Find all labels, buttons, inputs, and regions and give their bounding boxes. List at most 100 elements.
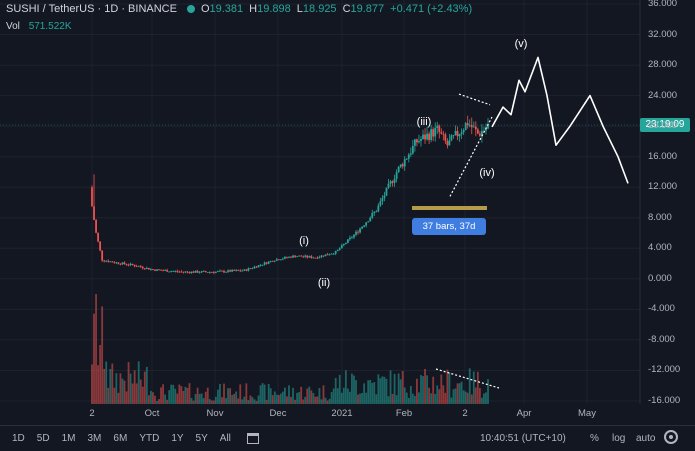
volume-bar <box>133 370 136 404</box>
price-axis-tick-label: -8.000 <box>648 333 675 345</box>
volume-bar <box>367 380 370 404</box>
log-scale-toggle[interactable]: log <box>612 433 626 444</box>
candle-body <box>184 271 187 273</box>
price-axis-tick-label: 32.000 <box>648 28 678 40</box>
timeframe-6m-button[interactable]: 6M <box>113 433 128 444</box>
volume-bar <box>474 387 477 404</box>
volume-bar <box>361 393 363 404</box>
volume-bar <box>387 396 390 404</box>
timeframe-all-button[interactable]: All <box>219 433 231 444</box>
volume-bar <box>115 373 118 404</box>
candle-body <box>393 178 396 183</box>
candle-body <box>365 222 368 226</box>
volume-bar <box>462 390 465 404</box>
volume-bar <box>292 387 294 404</box>
candle-body <box>470 124 473 128</box>
candle-body <box>361 226 363 229</box>
candle-body <box>330 253 333 255</box>
volume-bar <box>206 387 209 404</box>
timeframe-1d-button[interactable]: 1D <box>12 433 25 444</box>
price-axis-tick-label: 20.000 <box>648 120 678 132</box>
gear-icon[interactable] <box>664 430 678 444</box>
volume-bar <box>442 385 445 404</box>
percent-scale-toggle[interactable]: % <box>590 433 599 444</box>
close-value: 19.877 <box>350 3 385 15</box>
candle-body <box>117 262 120 264</box>
volume-bar <box>401 370 404 404</box>
symbol-label[interactable]: SUSHI / TetherUS · 1D · BINANCE <box>6 3 177 15</box>
volume-bar <box>432 376 435 404</box>
time-axis-tick-label: Nov <box>206 408 224 419</box>
candle-body <box>326 254 329 256</box>
candle-body <box>312 257 315 259</box>
candle-body <box>196 270 199 273</box>
wave-label: (i) <box>299 235 309 247</box>
candle-body <box>298 255 301 257</box>
timeframe-5y-button[interactable]: 5Y <box>195 433 208 444</box>
volume-bar <box>383 376 386 404</box>
price-axis-tick-label: 12.000 <box>648 181 678 193</box>
volume-bar <box>460 381 463 404</box>
timeframe-5d-button[interactable]: 5D <box>36 433 50 444</box>
candle-body <box>355 231 357 235</box>
candle-body <box>123 262 126 265</box>
candle-body <box>432 129 435 137</box>
timeframe-1y-button[interactable]: 1Y <box>171 433 184 444</box>
auto-scale-toggle[interactable]: auto <box>636 433 656 444</box>
candle-body <box>200 271 203 273</box>
volume-bar <box>223 383 225 404</box>
timeframe-ytd-button[interactable]: YTD <box>139 433 160 444</box>
volume-bar <box>186 388 189 404</box>
volume-bar <box>434 393 437 404</box>
volume-bar <box>472 371 475 404</box>
volume-bar <box>168 390 171 404</box>
volume-bar <box>204 391 207 404</box>
volume-bar <box>478 388 481 404</box>
candle-body <box>422 134 424 140</box>
volume-bar <box>312 392 315 404</box>
candle-body <box>182 271 185 273</box>
volume-bar <box>217 389 219 404</box>
volume-bar <box>450 397 453 404</box>
volume-bar <box>326 400 329 404</box>
candle-body <box>420 139 422 142</box>
change-value: +0.471 (+2.43%) <box>390 3 473 15</box>
volume-bar <box>487 379 489 404</box>
candle-body <box>131 263 134 265</box>
candle-body <box>109 261 112 263</box>
candle-body <box>229 270 231 272</box>
candle-body <box>389 181 392 184</box>
clock-timezone[interactable]: 10:40:51 (UTC+10) <box>480 433 566 444</box>
candle-body <box>192 271 195 273</box>
price-axis-tick-label: 8.000 <box>648 211 672 223</box>
volume-bar <box>263 384 266 404</box>
volume-bar <box>328 398 331 404</box>
volume-bar <box>196 387 199 404</box>
timeframe-1m-button[interactable]: 1M <box>61 433 76 444</box>
candle-body <box>198 272 201 274</box>
timeframe-3m-button[interactable]: 3M <box>87 433 102 444</box>
candle-body <box>338 248 341 250</box>
volume-bar <box>359 393 361 404</box>
candle-body <box>275 259 278 261</box>
calendar-icon[interactable] <box>246 433 259 444</box>
candle-body <box>204 271 207 273</box>
candle-body <box>359 228 361 233</box>
candle-body <box>485 128 487 131</box>
candle-body <box>225 271 227 273</box>
candle-body <box>267 261 270 264</box>
candle-body <box>395 172 398 179</box>
candle-body <box>381 198 384 202</box>
volume-bar <box>379 378 382 404</box>
candle-body <box>214 271 217 273</box>
volume-bar <box>306 388 309 404</box>
market-status-dot <box>186 5 195 13</box>
time-axis-tick-label: Oct <box>144 408 160 419</box>
volume-bar <box>267 383 270 404</box>
candle-body <box>308 256 311 258</box>
candle-body <box>418 141 420 143</box>
candle-body <box>363 225 366 227</box>
candle-body <box>99 241 102 251</box>
candle-body <box>302 256 305 258</box>
